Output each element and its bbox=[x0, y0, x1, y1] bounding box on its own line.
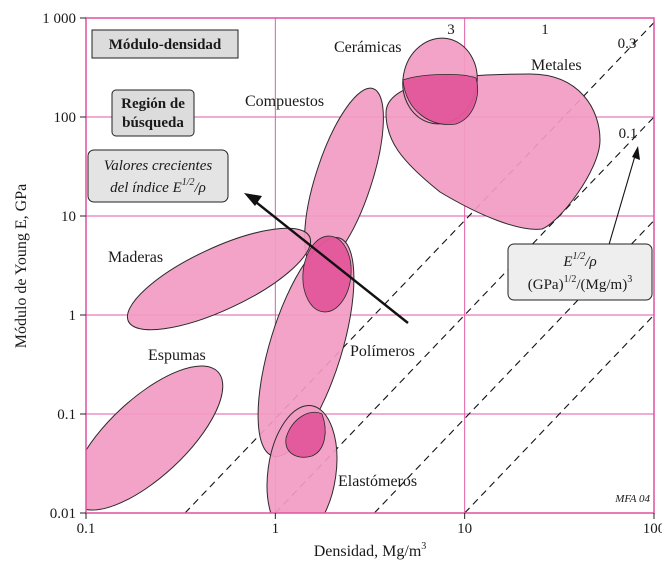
overlap-polimeros-elastomeros bbox=[285, 412, 326, 458]
y-tick-label: 1 bbox=[69, 308, 77, 324]
y-axis-title: Módulo de Young E, GPa bbox=[13, 184, 30, 348]
index-guide-label: 1 bbox=[541, 22, 549, 38]
increasing-index-line1: Valores crecientes bbox=[104, 158, 213, 174]
x-tick-label: 0.1 bbox=[77, 521, 96, 537]
label-polimeros: Polímeros bbox=[350, 343, 415, 360]
plot-frame bbox=[85, 17, 655, 514]
bubble-espumas bbox=[86, 365, 224, 511]
y-tick-label: 1 000 bbox=[42, 11, 76, 27]
pointer-arrowhead-icon bbox=[632, 146, 640, 160]
x-axis-ticks: 0.1 1 10 100 bbox=[77, 513, 662, 537]
label-compuestos: Compuestos bbox=[245, 93, 324, 110]
label-metales: Metales bbox=[531, 57, 582, 74]
y-tick-label: 100 bbox=[54, 110, 77, 126]
pointer-line-01 bbox=[607, 148, 638, 249]
x-tick-label: 100 bbox=[643, 521, 662, 537]
x-axis-title: Densidad, Mg/m3 bbox=[314, 541, 427, 560]
search-region-box bbox=[111, 89, 195, 137]
label-ceramicas: Cerámicas bbox=[334, 39, 402, 56]
increasing-index-arrow bbox=[251, 198, 409, 324]
x-tick-label: 1 bbox=[272, 521, 280, 537]
y-tick-label: 0.01 bbox=[50, 506, 76, 522]
index-units-line2: (GPa)1/2/(Mg/m)3 bbox=[528, 274, 632, 293]
index-guide-label: 0.3 bbox=[618, 36, 637, 52]
label-espumas: Espumas bbox=[148, 347, 206, 364]
index-units-box bbox=[507, 243, 653, 301]
y-axis-ticks: 0.01 0.1 1 10 100 1 000 bbox=[42, 11, 86, 522]
bubble-overlaps bbox=[285, 73, 478, 458]
index-guide-label: 3 bbox=[447, 22, 455, 38]
y-tick-label: 0.1 bbox=[57, 407, 76, 423]
label-elastomeros: Elastómeros bbox=[338, 473, 417, 490]
chart-title: Módulo-densidad bbox=[109, 37, 222, 53]
index-guide-labels: 3 1 0.3 0.1 bbox=[447, 22, 637, 142]
index-guide-label: 0.1 bbox=[619, 126, 638, 142]
index-guide-line bbox=[464, 314, 654, 513]
credit-label: MFA 04 bbox=[614, 493, 650, 505]
overlap-ceramicas-metales bbox=[402, 73, 478, 126]
arrowhead-icon bbox=[244, 193, 262, 206]
increasing-index-line2: del índice E1/2/ρ bbox=[110, 177, 206, 196]
search-region-line1: Región de bbox=[121, 96, 185, 112]
x-tick-label: 10 bbox=[457, 521, 472, 537]
title-box bbox=[91, 29, 239, 59]
y-tick-label: 10 bbox=[61, 209, 76, 225]
bubble-maderas bbox=[126, 227, 312, 331]
label-maderas: Maderas bbox=[108, 249, 163, 266]
search-region-line2: búsqueda bbox=[122, 115, 184, 131]
index-units-line1: E1/2/ρ bbox=[562, 251, 596, 270]
increasing-index-box bbox=[87, 149, 229, 203]
